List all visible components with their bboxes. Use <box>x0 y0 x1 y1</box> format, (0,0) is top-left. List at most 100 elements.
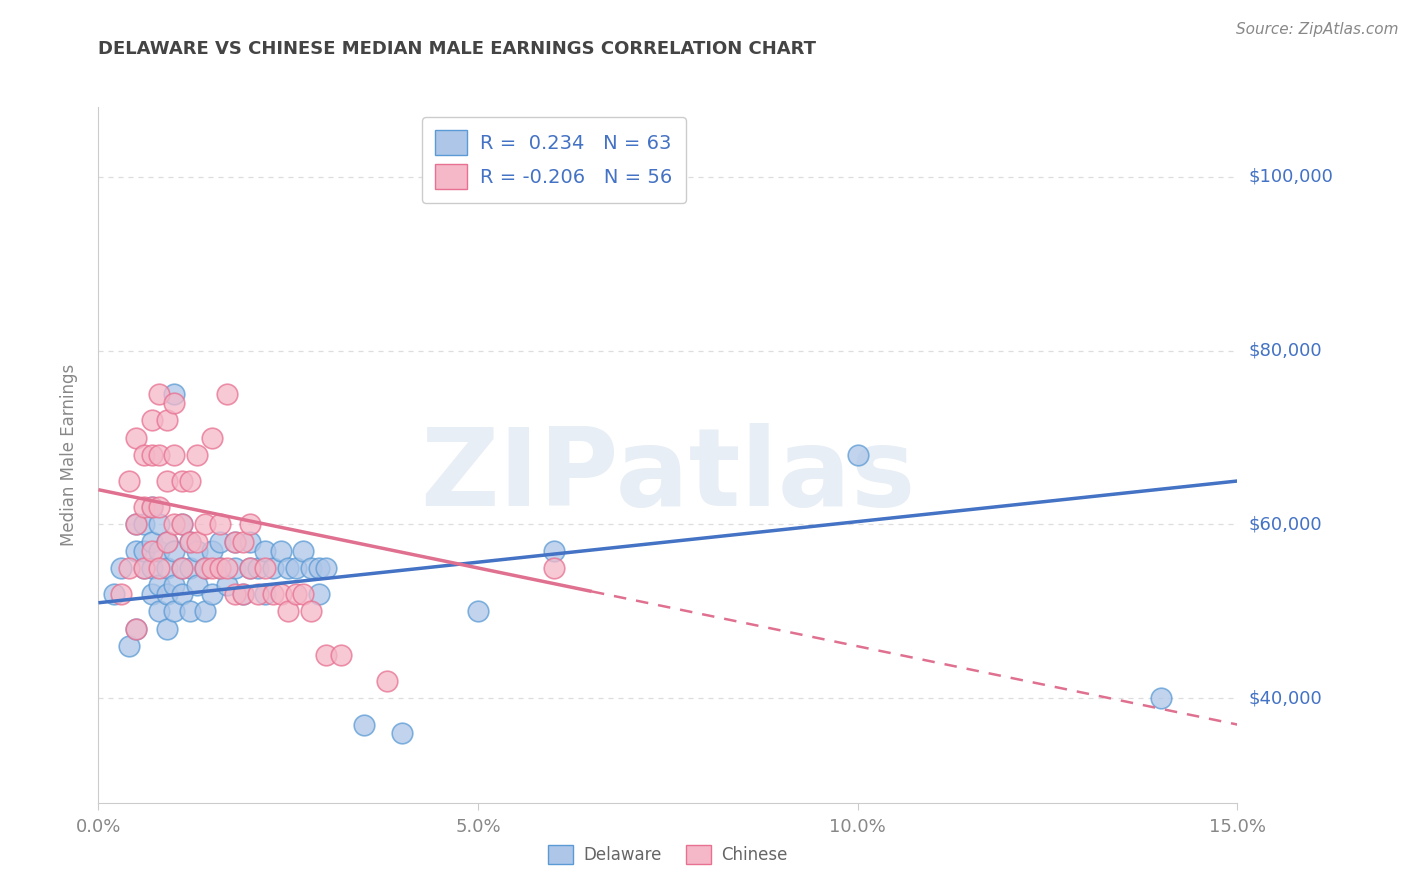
Point <box>141 413 163 427</box>
Point <box>315 648 337 662</box>
Point <box>163 605 186 619</box>
Point <box>194 517 217 532</box>
Point <box>224 561 246 575</box>
Point <box>148 500 170 515</box>
Point <box>186 578 208 592</box>
Text: $40,000: $40,000 <box>1249 690 1322 707</box>
Point <box>239 517 262 532</box>
Point <box>132 517 155 532</box>
Point <box>201 543 224 558</box>
Point <box>125 517 148 532</box>
Point <box>156 535 179 549</box>
Point <box>118 474 141 488</box>
Point <box>179 535 201 549</box>
Text: Source: ZipAtlas.com: Source: ZipAtlas.com <box>1236 22 1399 37</box>
Point <box>148 517 170 532</box>
Point <box>846 448 869 462</box>
Point <box>254 561 277 575</box>
Point <box>208 535 231 549</box>
Point <box>308 587 330 601</box>
Point <box>163 396 186 410</box>
Point <box>224 587 246 601</box>
Point <box>254 543 277 558</box>
Point <box>148 561 170 575</box>
Point <box>110 561 132 575</box>
Point <box>141 543 163 558</box>
Text: $60,000: $60,000 <box>1249 516 1322 533</box>
Point <box>148 448 170 462</box>
Point <box>156 535 179 549</box>
Point <box>170 561 193 575</box>
Point <box>156 474 179 488</box>
Point <box>148 387 170 401</box>
Point <box>284 587 307 601</box>
Point <box>224 535 246 549</box>
Point <box>194 561 217 575</box>
Point <box>148 605 170 619</box>
Y-axis label: Median Male Earnings: Median Male Earnings <box>59 364 77 546</box>
Point <box>299 561 322 575</box>
Point <box>292 587 315 601</box>
Point <box>194 605 217 619</box>
Point <box>543 561 565 575</box>
Point <box>232 587 254 601</box>
Point <box>299 605 322 619</box>
Point <box>156 561 179 575</box>
Point <box>262 587 284 601</box>
Point <box>132 500 155 515</box>
Point <box>141 500 163 515</box>
Point <box>217 578 239 592</box>
Point <box>239 561 262 575</box>
Point <box>330 648 353 662</box>
Point <box>141 535 163 549</box>
Point <box>179 561 201 575</box>
Point <box>391 726 413 740</box>
Point <box>224 535 246 549</box>
Point <box>163 448 186 462</box>
Point <box>125 517 148 532</box>
Point <box>239 535 262 549</box>
Point <box>170 561 193 575</box>
Point <box>141 500 163 515</box>
Point <box>141 561 163 575</box>
Point <box>246 587 269 601</box>
Point <box>254 587 277 601</box>
Point <box>284 561 307 575</box>
Point <box>170 474 193 488</box>
Point <box>141 587 163 601</box>
Point <box>308 561 330 575</box>
Text: ZIPatlas: ZIPatlas <box>420 423 915 529</box>
Point <box>270 543 292 558</box>
Point <box>239 561 262 575</box>
Point <box>170 517 193 532</box>
Point <box>543 543 565 558</box>
Point <box>125 622 148 636</box>
Text: $80,000: $80,000 <box>1249 342 1322 359</box>
Point <box>467 605 489 619</box>
Point <box>148 543 170 558</box>
Point <box>217 561 239 575</box>
Point <box>118 639 141 653</box>
Point <box>125 543 148 558</box>
Point <box>217 387 239 401</box>
Point <box>208 517 231 532</box>
Point <box>156 413 179 427</box>
Point <box>186 543 208 558</box>
Point <box>232 587 254 601</box>
Point <box>292 543 315 558</box>
Point <box>170 587 193 601</box>
Point <box>132 561 155 575</box>
Point <box>375 674 398 689</box>
Point <box>353 717 375 731</box>
Point <box>201 561 224 575</box>
Point <box>132 448 155 462</box>
Point <box>163 517 186 532</box>
Point <box>156 587 179 601</box>
Point <box>103 587 125 601</box>
Point <box>132 561 155 575</box>
Point <box>201 587 224 601</box>
Point <box>148 578 170 592</box>
Point <box>179 605 201 619</box>
Point <box>118 561 141 575</box>
Point <box>170 517 193 532</box>
